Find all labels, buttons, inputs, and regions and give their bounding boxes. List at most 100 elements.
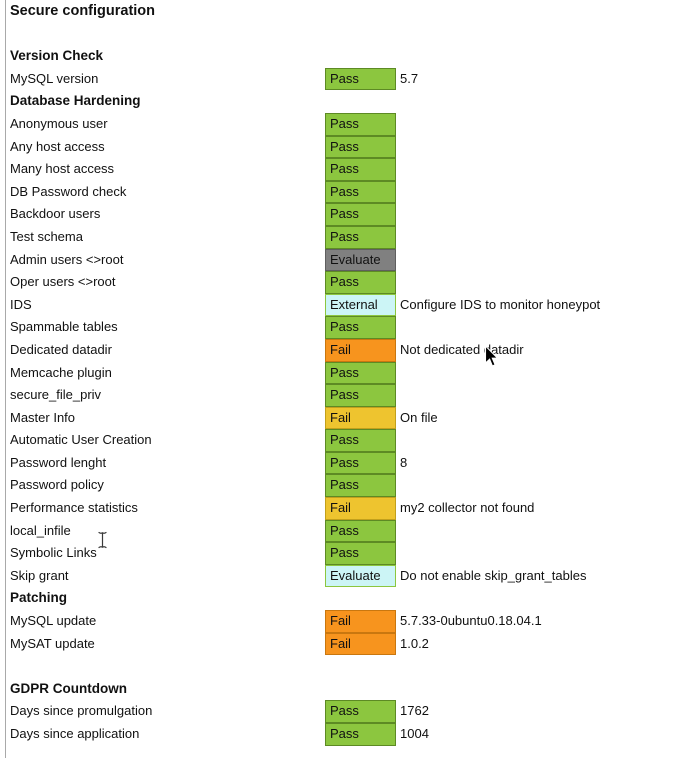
status-cell (325, 23, 396, 46)
status-cell: Pass (325, 723, 396, 746)
check-value (396, 136, 694, 159)
report-row: Performance statistics Fail my2 collecto… (0, 497, 694, 520)
status-cell: Pass (325, 67, 396, 91)
report-row: Oper users <>root Pass (0, 271, 694, 294)
check-value (396, 271, 694, 294)
check-label: Memcache plugin (10, 364, 112, 380)
report-row: Days since promulgation Pass 1762 (0, 700, 694, 723)
check-label: Master Info (10, 409, 76, 425)
check-value (396, 90, 694, 113)
status-cell: Fail (325, 610, 396, 633)
status-cell: Pass (325, 225, 396, 249)
check-label: Password lenght (10, 454, 107, 470)
status-cell: Evaluate (325, 564, 396, 588)
status-badge: Pass (325, 723, 396, 746)
status-badge: Pass (325, 700, 396, 723)
check-value (396, 249, 694, 272)
section-header: Database Hardening (10, 93, 141, 109)
status-cell (325, 45, 396, 68)
check-label: Days since promulgation (10, 703, 153, 719)
status-badge: Pass (325, 542, 396, 565)
report-row: Secure configuration (0, 0, 694, 23)
status-badge: Pass (325, 67, 396, 91)
report-row: Skip grant Evaluate Do not enable skip_g… (0, 564, 694, 588)
check-label: Days since application (10, 726, 140, 741)
check-value (396, 678, 694, 701)
report-row: Patching (0, 587, 694, 610)
section-header: Patching (10, 590, 68, 606)
status-cell: Pass (325, 474, 396, 498)
check-value (396, 384, 694, 407)
check-value (396, 23, 694, 46)
check-label: secure_file_priv (10, 387, 102, 403)
report-row: Many host access Pass (0, 158, 694, 181)
report-row: Version Check (0, 45, 694, 68)
status-cell: Pass (325, 700, 396, 723)
status-cell: Pass (325, 158, 396, 181)
status-cell: Pass (325, 271, 396, 294)
check-label: Dedicated datadir (10, 341, 112, 357)
status-badge: Pass (325, 316, 396, 339)
status-cell: Pass (325, 429, 396, 452)
status-badge: Pass (325, 203, 396, 226)
status-cell: Pass (325, 135, 396, 159)
status-badge: Evaluate (325, 564, 396, 588)
report-row: Test schema Pass (0, 225, 694, 249)
check-value (396, 113, 694, 136)
report-row: MySAT update Fail 1.0.2 (0, 632, 694, 656)
report-row: Any host access Pass (0, 135, 694, 159)
status-cell (325, 587, 396, 610)
report-row: Anonymous user Pass (0, 112, 694, 136)
page-title: Secure configuration (10, 3, 156, 19)
status-cell (325, 678, 396, 701)
report-row: IDS External Configure IDS to monitor ho… (0, 293, 694, 317)
check-value (396, 226, 694, 249)
report-row: Dedicated datadir Fail Not dedicated dat… (0, 338, 694, 362)
report-row: DB Password check Pass (0, 180, 694, 204)
status-badge: Pass (325, 429, 396, 452)
report-row: MySQL update Fail 5.7.33-0ubuntu0.18.04.… (0, 610, 694, 633)
check-value: Configure IDS to monitor honeypot (400, 296, 601, 312)
status-badge: Fail (325, 497, 396, 520)
status-cell: Pass (325, 451, 396, 475)
report-row: Automatic User Creation Pass (0, 429, 694, 452)
section-header: GDPR Countdown (10, 680, 127, 696)
check-label: Performance statistics (10, 500, 138, 516)
report-row: GDPR Countdown (0, 678, 694, 701)
status-badge: Pass (325, 474, 396, 498)
check-value (396, 587, 694, 610)
check-value (396, 362, 694, 385)
report-row: Password lenght Pass 8 (0, 451, 694, 475)
status-cell: Fail (325, 406, 396, 430)
status-badge: Pass (325, 271, 396, 294)
check-label: MySQL version (10, 70, 99, 86)
check-value: On file (400, 409, 438, 425)
status-badge: Pass (325, 180, 396, 204)
secure-configuration-report: Secure configuration Version Check MySQL… (0, 0, 694, 746)
check-label: Admin users <>root (10, 251, 124, 267)
check-label: DB Password check (10, 183, 127, 199)
check-value: 8 (400, 454, 408, 470)
report-row (0, 23, 694, 46)
check-value: my2 collector not found (400, 500, 535, 516)
check-value: Do not enable skip_grant_tables (400, 567, 587, 583)
check-value (396, 0, 694, 23)
status-badge: Fail (325, 632, 396, 656)
check-label: IDS (10, 296, 32, 312)
status-badge: Pass (325, 519, 396, 543)
report-row: Spammable tables Pass (0, 316, 694, 339)
status-cell: Fail (325, 338, 396, 362)
check-label: Any host access (10, 138, 105, 154)
report-row: local_infile Pass (0, 519, 694, 543)
check-value: 1762 (400, 703, 429, 719)
status-badge: Pass (325, 135, 396, 159)
status-badge: Pass (325, 384, 396, 407)
status-cell: Evaluate (325, 248, 396, 272)
report-row (0, 655, 694, 678)
check-value: 1004 (400, 726, 429, 741)
status-cell (325, 90, 396, 113)
check-value (396, 316, 694, 339)
check-label: Anonymous user (10, 115, 108, 131)
status-cell (325, 0, 396, 23)
check-label (0, 655, 325, 678)
